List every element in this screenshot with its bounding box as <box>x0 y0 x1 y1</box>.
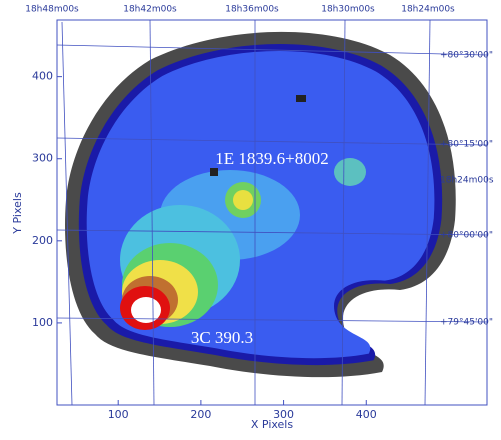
annotation: 3C 390.3 <box>191 328 253 347</box>
image-patch <box>334 158 366 186</box>
ra-label: 18h42m00s <box>123 5 177 15</box>
x-tick-label: 300 <box>273 408 294 421</box>
dec-label: +79°45'00" <box>440 318 493 328</box>
dec-line <box>56 317 488 323</box>
x-tick-label: 400 <box>356 408 377 421</box>
ra-line <box>341 19 346 406</box>
x-tick-label: 100 <box>108 408 129 421</box>
ra-line <box>149 19 155 406</box>
dec-line <box>56 137 488 146</box>
image-hole <box>210 168 218 176</box>
plot-frame <box>56 19 488 406</box>
dec-line <box>56 44 488 56</box>
dec-label: +80°15'00" <box>440 140 493 150</box>
ra-line <box>61 21 73 406</box>
ra-label: 18h48m00s <box>25 5 79 15</box>
y-axis-label: Y Pixels <box>11 192 24 235</box>
x-axis-label: X Pixels <box>251 418 293 431</box>
x-tick-label: 200 <box>190 408 211 421</box>
image-hole <box>296 95 306 102</box>
ra-label: 18h24m00s <box>401 5 455 15</box>
dec-label: +80°00'00" <box>440 231 493 241</box>
image-white <box>131 297 161 323</box>
dec-label: +80°30'00" <box>440 51 493 61</box>
xray-image <box>65 31 456 378</box>
y-tick-label: 200 <box>32 234 53 247</box>
ra-label: 18h30m00s <box>321 5 375 15</box>
y-tick-label: 400 <box>32 70 53 83</box>
ra-label: 18h36m00s <box>225 5 279 15</box>
dec-label: 18h24m00s <box>440 176 494 186</box>
y-tick-label: 300 <box>32 152 53 165</box>
sky-grid <box>56 19 488 406</box>
dec-line <box>56 229 488 236</box>
image-yellow <box>233 190 253 210</box>
ra-line <box>424 19 431 406</box>
annotation: 1E 1839.6+8002 <box>215 149 328 168</box>
y-tick-label: 100 <box>32 316 53 329</box>
